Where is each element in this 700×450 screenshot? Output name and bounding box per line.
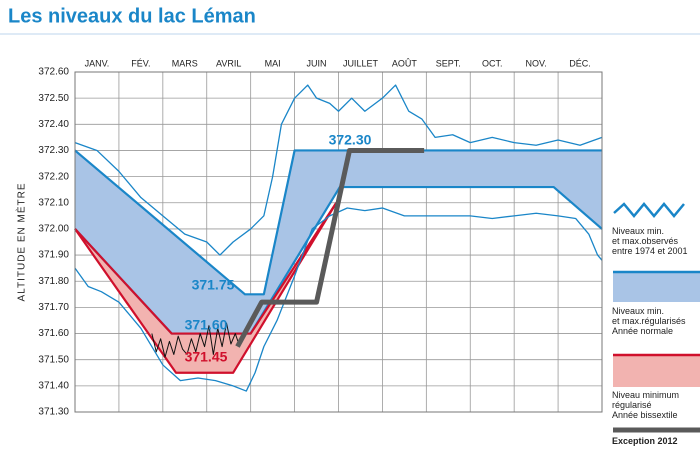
y-tick-label: 372.20: [38, 171, 69, 182]
y-tick-label: 371.30: [38, 407, 69, 418]
x-tick-label: SEPT.: [436, 58, 461, 68]
legend-label: Exception 2012: [612, 436, 678, 446]
annotation: 371.45: [185, 349, 228, 365]
x-tick-label: JUILLET: [343, 58, 379, 68]
annotation: 371.75: [192, 277, 235, 293]
y-tick-label: 372.40: [38, 119, 69, 130]
top: [151, 147, 425, 358]
y-tick-label: 372.10: [38, 197, 69, 208]
x-tick-label: AOÛT: [392, 58, 418, 68]
x-tick-label: OCT.: [482, 58, 503, 68]
band-upper-line: [74, 202, 338, 335]
x-tick-label: FÉV.: [131, 58, 150, 68]
x-tick-label: MAI: [265, 58, 281, 68]
legend-icon: [613, 355, 700, 387]
plot-frame: [74, 71, 603, 413]
y-tick-label: 371.40: [38, 380, 69, 391]
x-tick-label: DÉC.: [569, 58, 591, 68]
observed-line: [74, 84, 603, 256]
series-line: [235, 147, 425, 348]
y-tick-label: 371.80: [38, 276, 69, 287]
annotation: 372.30: [329, 132, 372, 148]
legend-label: Niveaux min. et max.observés entre 1974 …: [612, 226, 688, 256]
y-tick-label: 371.70: [38, 302, 69, 313]
annotation: 371.60: [185, 317, 228, 333]
y-tick-label: 371.90: [38, 250, 69, 261]
legend-label: Niveau minimum régularisé Année bissexti…: [612, 390, 680, 420]
y-axis-label: ALTITUDE EN MÈTRE: [15, 182, 28, 301]
x-tick-label: AVRIL: [216, 58, 241, 68]
y-tick-label: 372.30: [38, 145, 69, 156]
y-tick-label: 372.60: [38, 67, 69, 78]
x-tick-label: JANV.: [85, 58, 110, 68]
y-tick-label: 372.00: [38, 224, 69, 235]
observed-line: [74, 207, 603, 392]
chart-title: Les niveaux du lac Léman: [8, 5, 256, 27]
y-tick-label: 371.50: [38, 354, 69, 365]
x-tick-label: JUIN: [307, 58, 327, 68]
y-tick-label: 371.60: [38, 328, 69, 339]
x-tick-label: NOV.: [526, 58, 547, 68]
x-tick-label: MARS: [172, 58, 198, 68]
band-area: [75, 150, 602, 334]
legend-label: Niveaux min. et max.régularisés Année no…: [612, 306, 686, 336]
y-tick-label: 372.50: [38, 93, 69, 104]
detail-line: [151, 322, 241, 358]
band-lower-line: [74, 202, 338, 374]
legend-icon: [613, 202, 685, 218]
legend-icon: [613, 272, 700, 302]
